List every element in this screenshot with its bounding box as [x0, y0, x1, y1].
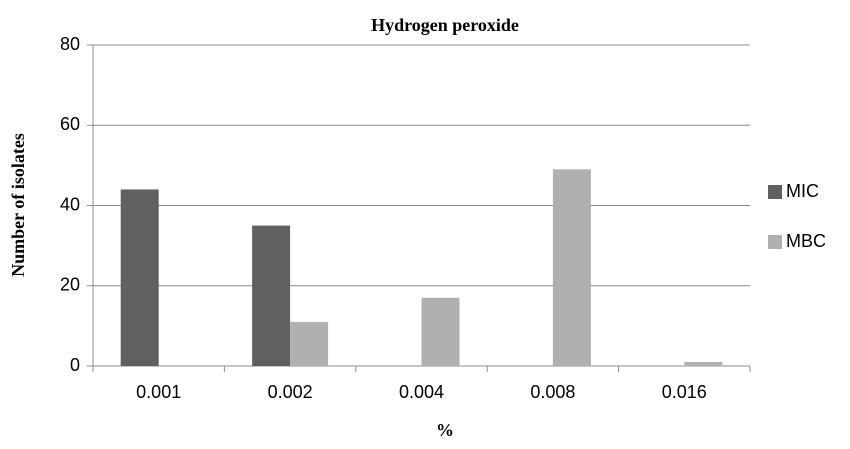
- x-tick-label: 0.016: [662, 382, 707, 402]
- legend-label: MBC: [786, 231, 826, 251]
- y-tick-label: 20: [60, 275, 80, 295]
- y-tick-label: 0: [70, 355, 80, 375]
- x-tick-label: 0.004: [399, 382, 444, 402]
- y-axis-label: Number of isolates: [8, 133, 28, 277]
- legend-label: MIC: [786, 181, 819, 201]
- x-tick-label: 0.008: [530, 382, 575, 402]
- bar: [552, 169, 591, 366]
- bar: [421, 297, 460, 366]
- x-axis-label: %: [436, 420, 454, 440]
- y-tick-label: 80: [60, 34, 80, 54]
- bar: [290, 321, 329, 366]
- x-tick-label: 0.002: [268, 382, 313, 402]
- legend-swatch: [768, 235, 782, 249]
- bar: [684, 361, 723, 366]
- x-tick-label: 0.001: [136, 382, 181, 402]
- bar: [120, 189, 159, 366]
- legend-swatch: [768, 185, 782, 199]
- bar: [252, 225, 291, 366]
- chart-title: Hydrogen peroxide: [371, 15, 519, 35]
- y-tick-label: 40: [60, 194, 80, 214]
- y-tick-label: 60: [60, 114, 80, 134]
